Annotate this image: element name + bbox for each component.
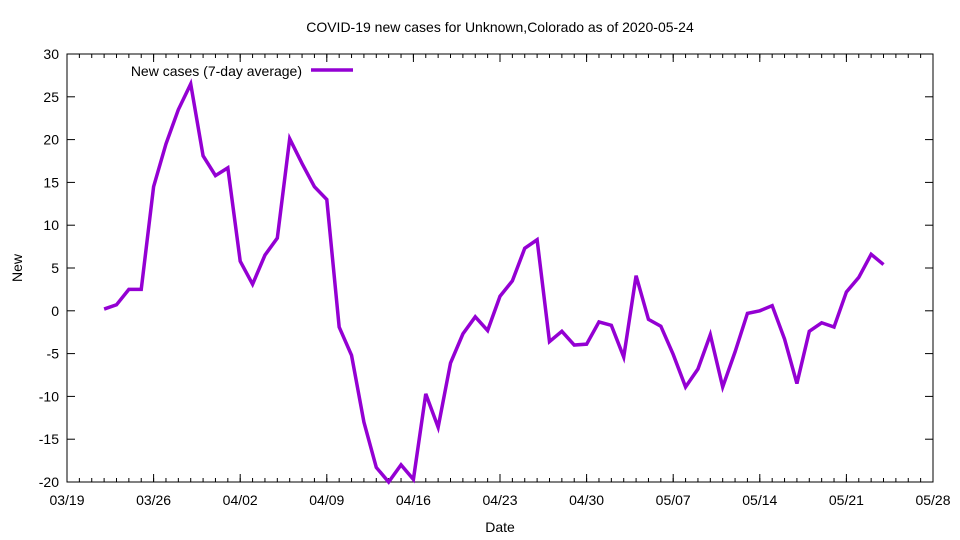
y-tick-label: -10	[39, 388, 59, 404]
x-tick-label: 04/16	[396, 492, 431, 508]
y-tick-label: -20	[39, 474, 59, 490]
x-tick-label: 05/28	[915, 492, 950, 508]
y-tick-label: 10	[43, 217, 59, 233]
x-tick-label: 04/02	[223, 492, 258, 508]
y-tick-label: 25	[43, 89, 59, 105]
y-tick-label: -5	[47, 346, 60, 362]
x-tick-label: 04/30	[569, 492, 604, 508]
y-axis: -20 -15 -10 -5 0 5 10 15 20 25 30	[39, 46, 933, 490]
x-tick-label: 03/19	[49, 492, 84, 508]
y-tick-label: 30	[43, 46, 59, 62]
chart-title: COVID-19 new cases for Unknown,Colorado …	[306, 19, 694, 35]
y-tick-label: 5	[51, 260, 59, 276]
x-tick-label: 04/09	[309, 492, 344, 508]
series-lines	[103, 78, 885, 485]
y-tick-label: 15	[43, 174, 59, 190]
series-line	[103, 78, 885, 485]
x-axis-label: Date	[485, 519, 515, 535]
y-tick-label: -15	[39, 431, 59, 447]
legend: New cases (7-day average)	[131, 63, 353, 79]
x-tick-label: 05/07	[656, 492, 691, 508]
y-axis-label: New	[9, 253, 25, 282]
x-tick-label: 05/21	[829, 492, 864, 508]
legend-label: New cases (7-day average)	[131, 63, 302, 79]
x-tick-label: 05/14	[742, 492, 777, 508]
x-tick-label: 03/26	[136, 492, 171, 508]
x-axis: 03/19 03/26 04/02 04/09 04/16 04/23 04/30 05/07…	[49, 54, 951, 508]
y-tick-label: 0	[51, 303, 59, 319]
x-tick-label: 04/23	[482, 492, 517, 508]
y-tick-label: 20	[43, 132, 59, 148]
